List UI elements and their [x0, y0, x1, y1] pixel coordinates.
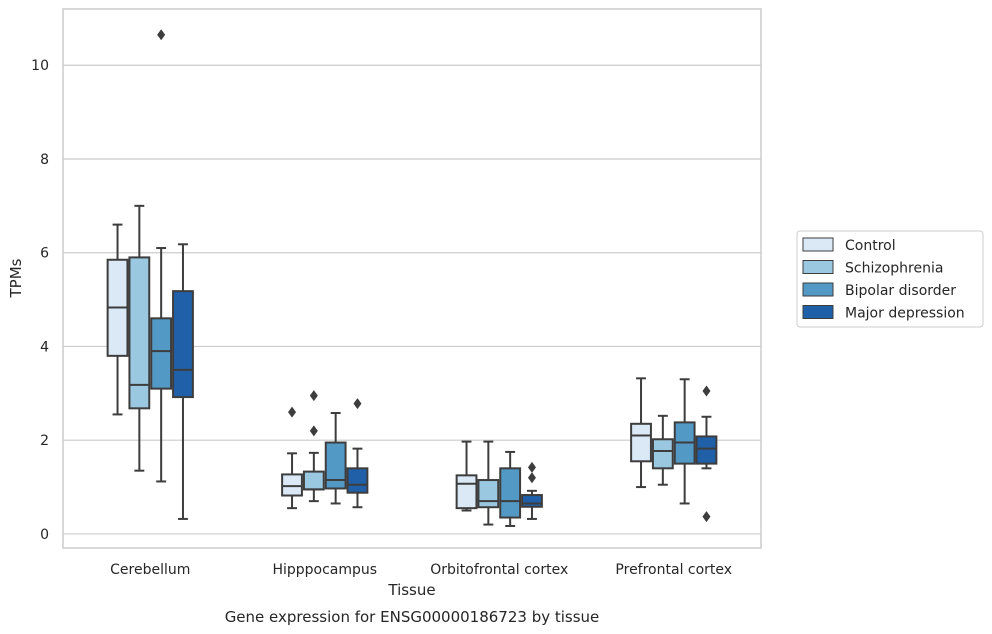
- outlier-point: [702, 511, 711, 523]
- box-3-2: [673, 378, 696, 505]
- y-tick-label: 2: [40, 433, 49, 449]
- box-1-0: [281, 406, 303, 510]
- y-tick-label: 10: [31, 58, 49, 74]
- legend-swatch: [802, 260, 834, 274]
- box-2-1: [477, 440, 500, 526]
- box-body: [651, 438, 674, 470]
- box-body: [324, 441, 347, 490]
- x-tick-label: Prefrontal cortex: [615, 562, 732, 578]
- box-body: [521, 494, 543, 508]
- legend-entry: Control: [845, 238, 896, 254]
- box-0-0: [106, 223, 129, 416]
- legend-entry: Bipolar disorder: [845, 283, 956, 299]
- box-plot-area: [106, 29, 718, 527]
- box-body: [477, 479, 500, 509]
- box-1-1: [302, 390, 325, 503]
- box-body: [695, 435, 718, 465]
- box-body: [630, 422, 652, 463]
- chart-caption: Gene expression for ENSG00000186723 by t…: [225, 608, 600, 626]
- box-body: [455, 474, 478, 510]
- box-0-2: [150, 29, 173, 483]
- legend-entry: Major depression: [845, 306, 965, 322]
- box-0-3: [172, 243, 194, 520]
- y-tick-label: 8: [40, 152, 49, 168]
- x-tick-label: Orbitofrontal cortex: [430, 562, 568, 578]
- x-axis-label: Tissue: [387, 581, 435, 599]
- outlier-point: [309, 390, 318, 402]
- box-3-3: [695, 385, 718, 523]
- legend-frame: [796, 230, 984, 328]
- y-tick-label: 0: [40, 527, 49, 543]
- legend-swatch: [802, 282, 834, 297]
- outlier-point: [309, 425, 318, 437]
- box-1-3: [346, 398, 369, 509]
- box-body: [281, 473, 303, 497]
- plot-frame: [62, 8, 762, 549]
- box-1-2: [324, 412, 347, 505]
- box-body: [150, 317, 173, 390]
- legend-entry: Schizophrenia: [845, 261, 943, 277]
- outlier-point: [157, 29, 166, 41]
- outlier-point: [702, 385, 711, 397]
- legend: Control Schizophrenia Bipolar disorder Majo…: [796, 230, 984, 328]
- box-2-0: [455, 440, 478, 512]
- box-body: [346, 467, 369, 494]
- outlier-point: [353, 398, 362, 410]
- outlier-point: [527, 472, 536, 484]
- box-body: [302, 470, 325, 491]
- x-tick-labels: Cerebellum Hipppocampus Orbitofrontal cort…: [110, 562, 732, 578]
- box-2-3: [521, 461, 543, 520]
- y-tick-labels: 0 2 4 6 8 10: [31, 58, 49, 543]
- box-0-1: [128, 204, 151, 472]
- y-tick-label: 6: [40, 246, 49, 262]
- x-tick-label: Cerebellum: [110, 562, 190, 578]
- box-3-0: [630, 377, 652, 489]
- outlier-point: [288, 406, 297, 418]
- y-tick-label: 4: [40, 339, 49, 355]
- box-body: [172, 290, 194, 399]
- box-3-1: [651, 414, 674, 486]
- legend-swatch: [802, 305, 834, 319]
- y-axis-label: TPMs: [7, 258, 25, 298]
- box-2-2: [499, 450, 522, 527]
- box-body: [128, 256, 151, 410]
- x-tick-label: Hipppocampus: [272, 562, 377, 578]
- box-body: [499, 467, 522, 519]
- outlier-point: [527, 461, 536, 473]
- legend-swatch: [802, 237, 834, 252]
